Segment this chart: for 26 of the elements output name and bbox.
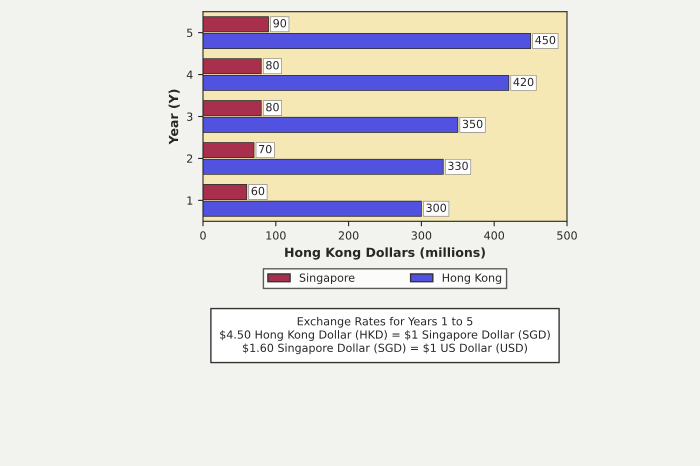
legend-label: Singapore xyxy=(300,273,354,284)
data-label: 330 xyxy=(448,162,468,170)
x-tick-label: 200 xyxy=(338,231,358,240)
text: Exchange Rates for Years 1 to 5 $4.50 Hong Kong Dollar (HKD) = $1 Singapore Dollar (SGD) $1.60 Singapore Dollar (SGD) = $1 US Dollar (USD) xyxy=(220,316,550,354)
y-axis-title: Year (Y) xyxy=(168,90,180,145)
data-label: 80 xyxy=(266,102,279,112)
x-tick-label: 0 xyxy=(200,231,206,240)
y-tick-label: 1 xyxy=(187,196,192,205)
data-label: 90 xyxy=(273,19,286,28)
legend-label: Hong Kong xyxy=(442,274,502,284)
y-tick-label: 2 xyxy=(187,154,192,163)
x-tick-label: 300 xyxy=(412,231,432,240)
data-label: 300 xyxy=(426,204,446,212)
data-label: 60 xyxy=(252,186,264,196)
x-tick-label: 500 xyxy=(557,231,577,240)
x-tick-label: 100 xyxy=(266,231,286,240)
x-axis-title: Hong Kong Dollars (millions) xyxy=(285,247,485,260)
y-tick-label: 3 xyxy=(187,112,192,121)
y-tick-label: 4 xyxy=(186,70,193,79)
data-label: 420 xyxy=(513,78,534,86)
data-label: 450 xyxy=(535,36,556,44)
data-label: 70 xyxy=(259,144,272,154)
y-tick-label: 5 xyxy=(187,28,192,37)
data-label: 350 xyxy=(462,120,482,128)
data-label: 80 xyxy=(266,60,279,70)
x-tick-label: 400 xyxy=(484,231,504,240)
